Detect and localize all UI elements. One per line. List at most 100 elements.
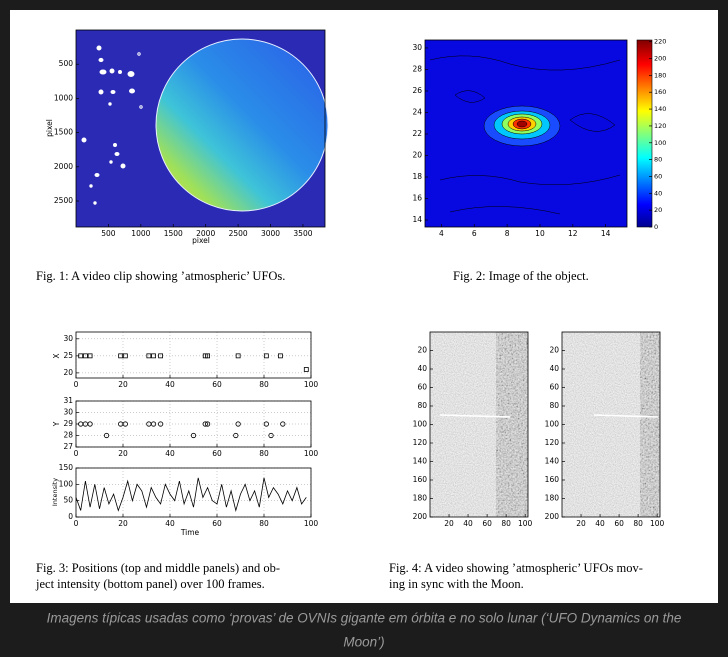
y-tick-label: 160 — [545, 475, 560, 484]
y-tick-label: 30 — [63, 334, 73, 343]
x-axis-label: pixel — [192, 236, 210, 245]
figure-caption: Fig. 4: A video showing ’atmospheric’ UF… — [389, 561, 643, 575]
y-tick-label: 31 — [63, 396, 73, 405]
x-tick-label: 40 — [165, 449, 175, 458]
x-tick-label: 12 — [568, 229, 578, 238]
y-tick-label: 160 — [413, 475, 428, 484]
x-tick-label: 80 — [633, 519, 643, 528]
video-frames — [429, 331, 661, 518]
x-tick-label: 40 — [463, 519, 473, 528]
y-tick-label: 200 — [413, 512, 428, 521]
square-marker — [263, 353, 269, 359]
circle-marker — [268, 432, 274, 439]
x-tick-label: 3500 — [293, 229, 312, 238]
circle-marker — [235, 421, 241, 427]
circle-marker — [263, 421, 269, 427]
x-tick-label: 100 — [518, 519, 533, 528]
square-marker — [122, 353, 128, 359]
figure-caption: Fig. 1: A video clip showing ’atmospheri… — [36, 269, 285, 283]
x-tick-label: 0 — [74, 519, 79, 528]
y-tick-label: 120 — [413, 438, 428, 447]
x-tick-label: 100 — [304, 449, 319, 458]
x-tick-label: 500 — [101, 229, 116, 238]
y-tick-label: 1500 — [54, 128, 73, 137]
figure-caption: Fig. 3: Positions (top and middle panels… — [36, 561, 280, 575]
colorbar-tick-label: 60 — [654, 172, 662, 180]
y-tick-label: 100 — [59, 479, 74, 488]
y-tick-label: 40 — [549, 364, 559, 373]
y-tick-label: 30 — [412, 43, 422, 52]
figure-caption: Fig. 2: Image of the object. — [453, 269, 589, 283]
square-marker — [146, 353, 152, 359]
moon-image — [75, 29, 329, 228]
y-tick-label: 24 — [412, 107, 422, 116]
y-axis-label: pixel — [45, 119, 54, 137]
image-caption: Moon’) — [343, 635, 384, 650]
colorbar-tick-label: 200 — [654, 55, 666, 63]
y-tick-label: 20 — [549, 346, 559, 355]
colorbar-tick-label: 160 — [654, 88, 666, 96]
x-tick-label: 80 — [259, 449, 269, 458]
y-tick-label: 100 — [545, 420, 560, 429]
x-tick-label: 4 — [439, 229, 444, 238]
y-tick-label: 28 — [412, 64, 422, 73]
circle-marker — [158, 421, 164, 427]
y-tick-label: 80 — [549, 401, 559, 410]
y-tick-label: 180 — [413, 494, 428, 503]
square-marker — [205, 353, 211, 359]
colorbar-tick-label: 140 — [654, 105, 666, 113]
x-tick-label: 3000 — [261, 229, 280, 238]
y-tick-label: 25 — [63, 351, 73, 360]
x-tick-label: 80 — [259, 380, 269, 389]
y-tick-label: 27 — [63, 442, 73, 451]
y-tick-label: 200 — [545, 512, 560, 521]
x-axis-label: Time — [180, 528, 200, 537]
x-tick-label: 0 — [74, 380, 79, 389]
y-tick-label: 20 — [412, 150, 422, 159]
x-tick-label: 80 — [259, 519, 269, 528]
y-tick-label: 14 — [412, 215, 422, 224]
x-tick-label: 100 — [304, 519, 319, 528]
axes-frame — [75, 400, 312, 448]
y-tick-label: 140 — [545, 457, 560, 466]
circle-marker — [122, 421, 128, 427]
y-tick-label: 180 — [545, 494, 560, 503]
square-marker — [158, 353, 164, 359]
x-tick-label: 1500 — [164, 229, 183, 238]
x-tick-label: 8 — [505, 229, 510, 238]
y-tick-label: 16 — [412, 194, 422, 203]
y-tick-label: 1000 — [54, 93, 73, 102]
figure-caption: ject intensity (bottom panel) over 100 f… — [35, 577, 265, 591]
x-tick-label: 20 — [444, 519, 454, 528]
y-tick-label: 120 — [545, 438, 560, 447]
x-tick-label: 2500 — [229, 229, 248, 238]
colorbar-tick-label: 180 — [654, 71, 666, 79]
y-tick-label: 20 — [63, 368, 73, 377]
x-tick-label: 60 — [482, 519, 492, 528]
x-tick-label: 100 — [650, 519, 665, 528]
y-tick-label: 40 — [417, 364, 427, 373]
x-tick-label: 80 — [501, 519, 511, 528]
y-tick-label: 0 — [68, 512, 73, 521]
x-tick-label: 1000 — [131, 229, 150, 238]
x-tick-label: 40 — [595, 519, 605, 528]
colorbar-tick-label: 20 — [654, 206, 662, 214]
y-tick-label: 2500 — [54, 196, 73, 205]
y-tick-label: 18 — [412, 172, 422, 181]
y-tick-label: 2000 — [54, 162, 73, 171]
y-axis-label: Intensity — [51, 478, 59, 506]
y-tick-label: 60 — [549, 383, 559, 392]
y-axis-label: X — [52, 353, 61, 358]
x-tick-label: 20 — [576, 519, 586, 528]
x-tick-label: 60 — [212, 449, 222, 458]
circle-marker — [87, 421, 93, 427]
y-axis-label: Y — [52, 421, 61, 427]
circle-marker — [150, 421, 157, 427]
x-tick-label: 60 — [212, 380, 222, 389]
object-contour-image — [424, 39, 653, 228]
x-tick-label: 2000 — [196, 229, 215, 238]
x-tick-label: 20 — [118, 449, 128, 458]
colorbar-tick-label: 220 — [654, 38, 666, 46]
